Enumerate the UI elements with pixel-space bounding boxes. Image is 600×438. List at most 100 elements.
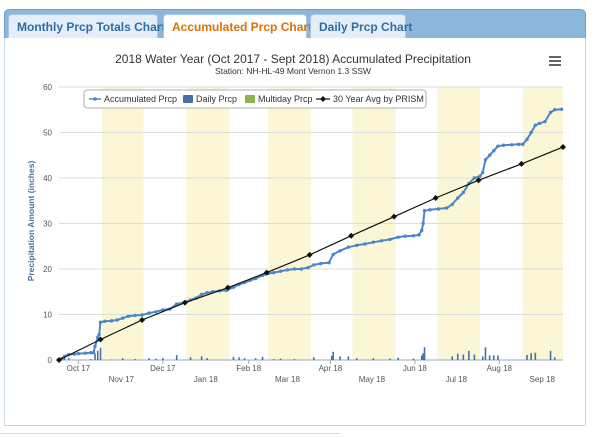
legend-item-accumulated[interactable]: Accumulated Prcp	[89, 94, 177, 104]
legend-item-daily[interactable]: Daily Prcp	[183, 94, 237, 104]
daily-prcp-bar	[456, 353, 459, 360]
daily-prcp-bar	[155, 358, 157, 360]
tab-daily-prcp[interactable]: Daily Prcp Chart	[310, 14, 412, 40]
accumulated-prcp-point	[388, 237, 392, 242]
accumulated-prcp-point	[299, 267, 304, 271]
accumulated-prcp-point	[487, 153, 492, 157]
tab-accumulated-prcp[interactable]: Accumulated Prcp Chart	[163, 14, 312, 40]
accumulated-prcp-point	[521, 142, 525, 147]
accumulated-prcp-point	[496, 144, 500, 148]
daily-prcp-bars	[60, 347, 556, 360]
accumulated-prcp-point	[552, 108, 557, 112]
accumulated-prcp-point	[140, 313, 144, 317]
legend-label-accumulated: Accumulated Prcp	[104, 94, 177, 104]
daily-prcp-bar	[162, 358, 164, 360]
accumulated-prcp-point	[480, 170, 485, 175]
daily-prcp-bar	[332, 351, 334, 360]
page-divider	[0, 433, 340, 434]
x-tick-label: Sep 18	[530, 375, 556, 384]
daily-prcp-bar	[232, 356, 235, 360]
daily-prcp-bar	[372, 358, 375, 360]
legend-label-avg: 30 Year Avg by PRISM	[333, 94, 424, 104]
accumulated-prcp-point	[450, 202, 454, 207]
daily-prcp-bar	[243, 358, 246, 360]
daily-prcp-bar	[530, 353, 532, 360]
daily-prcp-bar	[90, 359, 92, 360]
accumulated-prcp-point	[133, 313, 137, 318]
accumulated-prcp-point	[444, 206, 449, 210]
daily-prcp-bar	[293, 359, 296, 360]
daily-prcp-bar	[397, 357, 400, 360]
accumulated-prcp-point	[102, 319, 107, 324]
daily-prcp-bar	[279, 358, 282, 360]
accumulated-prcp-point	[417, 233, 421, 237]
accumulated-prcp-point	[109, 319, 114, 323]
daily-prcp-bar	[412, 358, 415, 360]
accumulated-prcp-point	[501, 143, 506, 147]
daily-prcp-bar	[175, 354, 178, 360]
x-tick-label: Jun 18	[403, 364, 428, 373]
y-axis-label: Precipitation Amount (inches)	[26, 161, 36, 282]
x-tick-label: Jan 18	[194, 375, 219, 384]
x-tick-label: Feb 18	[236, 364, 261, 373]
daily-prcp-bar	[312, 357, 315, 360]
accumulated-prcp-point	[420, 228, 424, 233]
accumulated-prcp-point	[421, 221, 425, 226]
daily-prcp-bar	[451, 356, 454, 360]
legend-label-daily: Daily Prcp	[196, 94, 237, 104]
accumulated-prcp-point	[96, 335, 100, 339]
accumulated-prcp-point	[396, 235, 400, 239]
legend: Accumulated Prcp Daily Prcp Multiday Prc…	[83, 89, 427, 109]
daily-prcp-bar	[355, 358, 358, 360]
daily-prcp-bar	[330, 355, 333, 360]
daily-prcp-bar	[549, 350, 552, 360]
y-tick-label: 0	[48, 356, 53, 365]
accumulated-prcp-point	[472, 176, 477, 180]
legend-label-multiday: Multiday Prcp	[258, 94, 313, 104]
daily-prcp-bar	[481, 356, 484, 360]
accumulated-prcp-point	[510, 143, 514, 147]
x-tick-label: Dec 17	[150, 364, 176, 373]
accumulated-prcp-point	[312, 263, 316, 267]
legend-item-avg[interactable]: 30 Year Avg by PRISM	[316, 94, 424, 104]
avg-prism-point	[263, 269, 270, 276]
accumulated-prcp-point	[543, 119, 547, 124]
avg-prism-point	[182, 299, 188, 306]
y-tick-label: 30	[43, 220, 52, 229]
accumulated-prcp-point	[436, 207, 441, 211]
y-tick-label: 50	[43, 129, 52, 138]
chart-menu-button[interactable]	[546, 53, 564, 69]
daily-prcp-bar	[134, 359, 136, 360]
daily-prcp-bar	[189, 357, 192, 360]
accumulated-prcp-point	[529, 130, 533, 135]
daily-prcp-bar	[121, 358, 124, 360]
accumulated-prcp-point	[97, 332, 101, 337]
accumulated-prcp-point	[98, 320, 103, 324]
legend-item-multiday[interactable]: Multiday Prcp	[245, 94, 313, 104]
accumulated-prcp-series	[57, 107, 564, 362]
accumulated-prcp-point	[548, 110, 553, 115]
accumulated-prcp-point	[371, 240, 376, 244]
tab-monthly-prcp-totals[interactable]: Monthly Prcp Totals Chart	[8, 14, 165, 40]
accumulated-prcp-point	[93, 344, 97, 349]
accumulated-prcp-point	[559, 107, 564, 111]
x-axis-tick-labels: Oct 17 Dec 17 Feb 18 Apr 18 Jun 18 Aug 18 Nov …	[67, 360, 556, 384]
x-tick-label: May 18	[359, 375, 386, 384]
daily-prcp-bar	[238, 357, 240, 360]
accumulated-prcp-point	[363, 242, 367, 246]
accumulated-prcp-point	[91, 351, 96, 355]
avg-prism-point	[56, 357, 62, 363]
daily-prcp-bar	[553, 357, 556, 360]
y-tick-label: 40	[43, 174, 52, 183]
daily-prcp-bar	[420, 355, 423, 360]
accumulated-prcp-point	[115, 318, 119, 322]
accumulated-prcp-point	[478, 174, 482, 178]
accumulated-prcp-point	[318, 261, 323, 266]
daily-prcp-bar	[422, 353, 424, 360]
accumulated-prcp-point	[379, 239, 384, 243]
accumulated-prcp-point	[346, 245, 351, 249]
chart-tab-bar: Monthly Prcp Totals Chart Accumulated Pr…	[4, 9, 586, 40]
daily-prcp-bar	[492, 355, 495, 360]
accumulated-prcp-point	[483, 158, 488, 162]
daily-prcp-bar	[67, 358, 70, 360]
